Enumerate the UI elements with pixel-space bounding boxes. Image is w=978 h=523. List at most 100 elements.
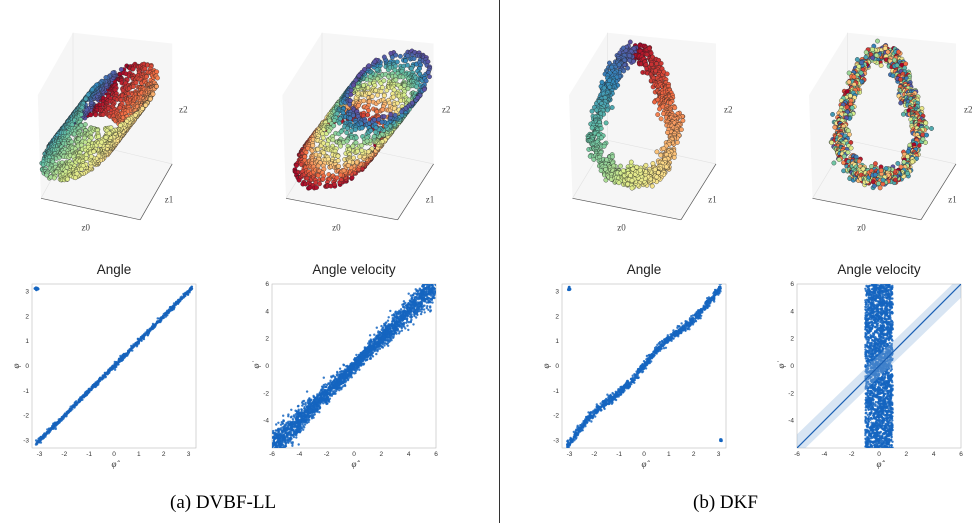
latent-point xyxy=(117,105,123,111)
latent-point xyxy=(405,53,411,59)
latent-point xyxy=(405,62,410,68)
latent-point xyxy=(375,92,380,98)
latent-point xyxy=(44,172,50,178)
latent-point xyxy=(830,112,835,117)
latent-point xyxy=(671,155,677,160)
latent-point xyxy=(658,61,664,66)
latent-point xyxy=(631,46,637,51)
latent-point xyxy=(849,105,855,111)
latent-point xyxy=(365,112,371,118)
latent-point xyxy=(296,177,302,183)
latent-point xyxy=(393,77,399,83)
latent-point xyxy=(294,163,299,168)
latent-point xyxy=(154,84,159,89)
latent-point xyxy=(69,139,75,145)
latent-point xyxy=(629,185,635,191)
latent-point xyxy=(655,112,661,117)
latent-point xyxy=(607,60,612,66)
z1-axis-label: z1 xyxy=(426,195,435,205)
z1-axis-label: z1 xyxy=(948,195,957,205)
latent-point xyxy=(378,89,384,94)
latent-point xyxy=(315,163,321,169)
latent-point xyxy=(348,87,354,93)
latent-3d-plot-dvbf-velocity: z0 z1 z2 xyxy=(268,22,450,237)
latent-point xyxy=(658,152,664,158)
latent-point xyxy=(863,54,869,60)
latent-point xyxy=(398,53,403,59)
latent-point xyxy=(628,173,633,178)
latent-point xyxy=(355,148,360,154)
latent-point xyxy=(356,103,361,108)
latent-point xyxy=(338,172,344,178)
latent-point xyxy=(627,57,632,63)
latent-point xyxy=(422,87,427,92)
latent-point xyxy=(131,84,136,89)
latent-point xyxy=(622,57,627,63)
latent-point xyxy=(409,66,414,71)
latent-point xyxy=(885,49,891,55)
latent-point xyxy=(414,84,419,90)
latent-point xyxy=(854,57,860,62)
latent-point xyxy=(661,146,667,151)
latent-point xyxy=(859,60,864,65)
panel-divider xyxy=(499,0,500,523)
latent-point xyxy=(381,114,387,119)
latent-point xyxy=(388,50,394,56)
latent-point xyxy=(610,154,615,160)
latent-point xyxy=(376,117,382,122)
latent-point xyxy=(79,166,84,172)
latent-point xyxy=(78,112,84,117)
latent-point xyxy=(599,79,605,85)
latent-point xyxy=(99,139,104,145)
latent-point xyxy=(649,183,655,189)
latent-point xyxy=(334,175,340,181)
latent-point xyxy=(356,73,362,79)
latent-point xyxy=(654,61,659,67)
latent-point xyxy=(844,104,850,110)
latent-point xyxy=(388,112,394,117)
latent-point xyxy=(395,100,400,106)
z0-axis-label: z0 xyxy=(857,223,866,233)
latent-point xyxy=(345,163,351,168)
latent-point xyxy=(874,52,879,58)
latent-point xyxy=(393,52,399,58)
latent-point xyxy=(310,143,316,148)
latent-point xyxy=(403,58,408,64)
latent-point xyxy=(406,97,412,103)
latent-point xyxy=(409,100,415,106)
latent-point xyxy=(103,75,109,80)
latent-point xyxy=(896,49,901,55)
latent-point xyxy=(353,140,359,146)
latent-point xyxy=(326,128,332,134)
latent-point xyxy=(100,112,106,117)
latent-point xyxy=(357,154,363,160)
latent-point xyxy=(321,150,327,156)
latent-point xyxy=(315,146,321,152)
latent-point xyxy=(359,143,365,148)
latent-point xyxy=(604,157,610,163)
latent-point xyxy=(155,75,160,81)
latent-points xyxy=(828,38,934,191)
latent-point xyxy=(361,98,367,104)
latent-3d-plot-dkf-velocity: z0 z1 z2 xyxy=(795,22,973,237)
latent-point xyxy=(341,168,347,173)
latent-point xyxy=(630,166,636,172)
latent-point xyxy=(65,176,70,182)
latent-point xyxy=(371,134,377,139)
latent-point xyxy=(649,61,654,67)
latent-point xyxy=(394,59,400,65)
latent-point xyxy=(616,62,622,68)
latent-point xyxy=(317,181,322,187)
latent-point xyxy=(903,61,909,67)
latent-point xyxy=(391,94,396,100)
latent-point xyxy=(618,163,623,169)
latent-point xyxy=(336,163,341,169)
latent-point xyxy=(315,173,321,178)
latent-point xyxy=(601,85,607,91)
latent-point xyxy=(335,158,341,163)
latent-point xyxy=(359,148,365,153)
latent-point xyxy=(423,78,429,84)
latent-point xyxy=(870,47,875,52)
